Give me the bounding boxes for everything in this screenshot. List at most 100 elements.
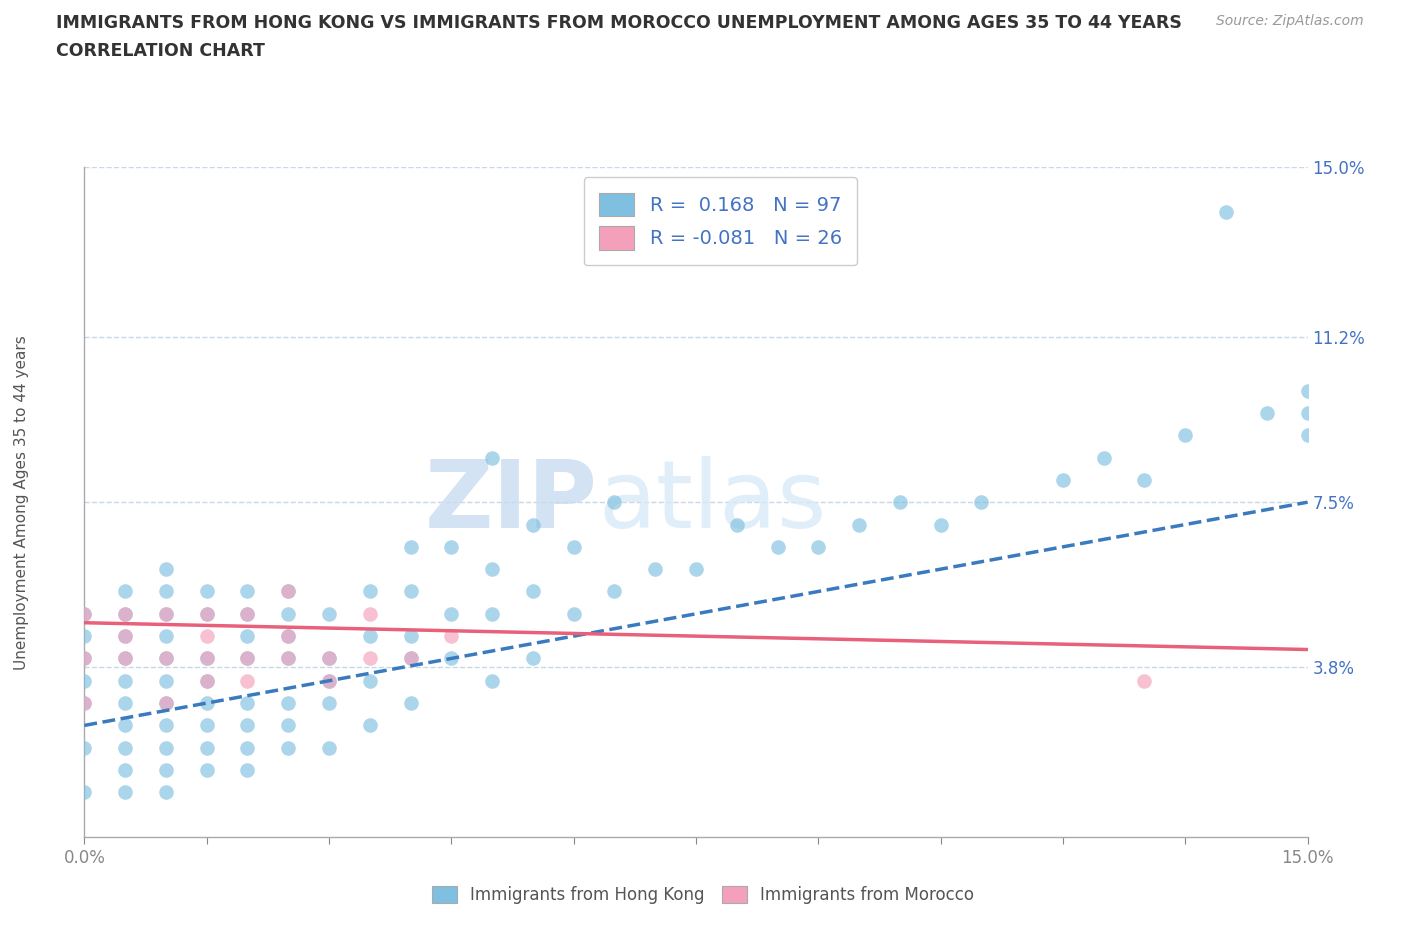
Point <box>1133 673 1156 688</box>
Point <box>277 696 299 711</box>
Point <box>440 629 463 644</box>
Point <box>603 495 626 510</box>
Point <box>73 606 96 621</box>
Point <box>195 606 218 621</box>
Point <box>277 629 299 644</box>
Text: Source: ZipAtlas.com: Source: ZipAtlas.com <box>1216 14 1364 28</box>
Point <box>114 673 136 688</box>
Point <box>359 651 381 666</box>
Point <box>155 562 177 577</box>
Point <box>359 718 381 733</box>
Text: ZIP: ZIP <box>425 457 598 548</box>
Point <box>73 651 96 666</box>
Text: IMMIGRANTS FROM HONG KONG VS IMMIGRANTS FROM MOROCCO UNEMPLOYMENT AMONG AGES 35 : IMMIGRANTS FROM HONG KONG VS IMMIGRANTS … <box>56 14 1182 32</box>
Point <box>155 718 177 733</box>
Point <box>195 673 218 688</box>
Point <box>359 629 381 644</box>
Point <box>155 606 177 621</box>
Point <box>1215 205 1237 219</box>
Point <box>481 562 503 577</box>
Point <box>889 495 911 510</box>
Point <box>155 696 177 711</box>
Point <box>277 651 299 666</box>
Point <box>195 718 218 733</box>
Point <box>155 629 177 644</box>
Point <box>277 584 299 599</box>
Point <box>236 696 259 711</box>
Point <box>970 495 993 510</box>
Point <box>562 539 585 554</box>
Point <box>277 584 299 599</box>
Point <box>195 651 218 666</box>
Point <box>73 629 96 644</box>
Point <box>236 651 259 666</box>
Point <box>114 606 136 621</box>
Point <box>195 673 218 688</box>
Point <box>155 584 177 599</box>
Point <box>522 517 544 532</box>
Point <box>807 539 830 554</box>
Point <box>318 673 340 688</box>
Point <box>522 651 544 666</box>
Point <box>73 606 96 621</box>
Point <box>318 740 340 755</box>
Point <box>644 562 666 577</box>
Point <box>1052 472 1074 487</box>
Point <box>1133 472 1156 487</box>
Point <box>440 606 463 621</box>
Point <box>318 696 340 711</box>
Point <box>318 673 340 688</box>
Point <box>399 539 422 554</box>
Point <box>399 584 422 599</box>
Point <box>114 763 136 777</box>
Point <box>318 651 340 666</box>
Point <box>73 673 96 688</box>
Point <box>277 718 299 733</box>
Point <box>929 517 952 532</box>
Point <box>236 740 259 755</box>
Point <box>236 606 259 621</box>
Point <box>73 740 96 755</box>
Point <box>359 673 381 688</box>
Point <box>766 539 789 554</box>
Point <box>236 673 259 688</box>
Point <box>114 740 136 755</box>
Text: CORRELATION CHART: CORRELATION CHART <box>56 42 266 60</box>
Point <box>195 629 218 644</box>
Point <box>114 629 136 644</box>
Point <box>236 584 259 599</box>
Point <box>277 629 299 644</box>
Point <box>73 696 96 711</box>
Point <box>399 629 422 644</box>
Point <box>399 651 422 666</box>
Point <box>195 740 218 755</box>
Point <box>603 584 626 599</box>
Point <box>399 696 422 711</box>
Point <box>155 785 177 800</box>
Text: Unemployment Among Ages 35 to 44 years: Unemployment Among Ages 35 to 44 years <box>14 335 28 670</box>
Point <box>236 651 259 666</box>
Point <box>277 740 299 755</box>
Point <box>481 450 503 465</box>
Point <box>155 673 177 688</box>
Point <box>195 696 218 711</box>
Point <box>277 606 299 621</box>
Point <box>1174 428 1197 443</box>
Point <box>195 651 218 666</box>
Point <box>725 517 748 532</box>
Point <box>236 763 259 777</box>
Point <box>1092 450 1115 465</box>
Point <box>522 584 544 599</box>
Point <box>114 718 136 733</box>
Point <box>195 763 218 777</box>
Point <box>236 606 259 621</box>
Point <box>359 606 381 621</box>
Point <box>236 629 259 644</box>
Point <box>155 651 177 666</box>
Point <box>848 517 870 532</box>
Point <box>155 763 177 777</box>
Point <box>114 651 136 666</box>
Point <box>1296 405 1319 420</box>
Point <box>73 651 96 666</box>
Point <box>1296 428 1319 443</box>
